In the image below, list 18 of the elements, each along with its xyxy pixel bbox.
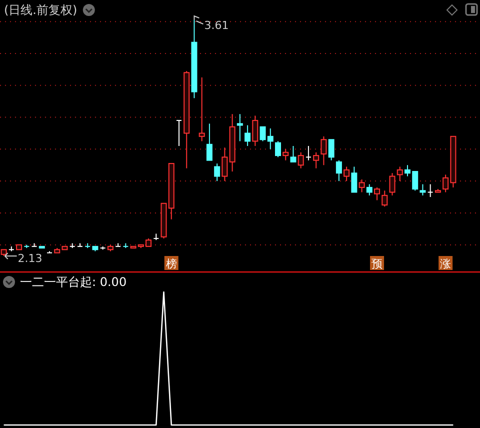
candlestick bbox=[428, 184, 433, 198]
candlestick bbox=[244, 124, 251, 146]
candlestick bbox=[282, 148, 289, 161]
annotation: 2.13 bbox=[18, 252, 42, 265]
chart-title: (日线.前复权) bbox=[4, 3, 78, 17]
text: 涨 bbox=[440, 258, 452, 270]
annotation: 3.61 bbox=[204, 19, 229, 32]
text: 榜 bbox=[166, 258, 177, 270]
candlestick bbox=[252, 115, 258, 146]
candlestick bbox=[396, 166, 403, 182]
chart-title: 一二一平台起: 0.00 bbox=[20, 275, 127, 289]
candlestick bbox=[389, 172, 396, 196]
candlestick bbox=[366, 184, 372, 196]
candlestick bbox=[229, 114, 236, 172]
candlestick bbox=[420, 184, 426, 196]
candlestick bbox=[306, 145, 311, 161]
candlestick bbox=[236, 114, 243, 142]
text: 预 bbox=[372, 258, 383, 270]
